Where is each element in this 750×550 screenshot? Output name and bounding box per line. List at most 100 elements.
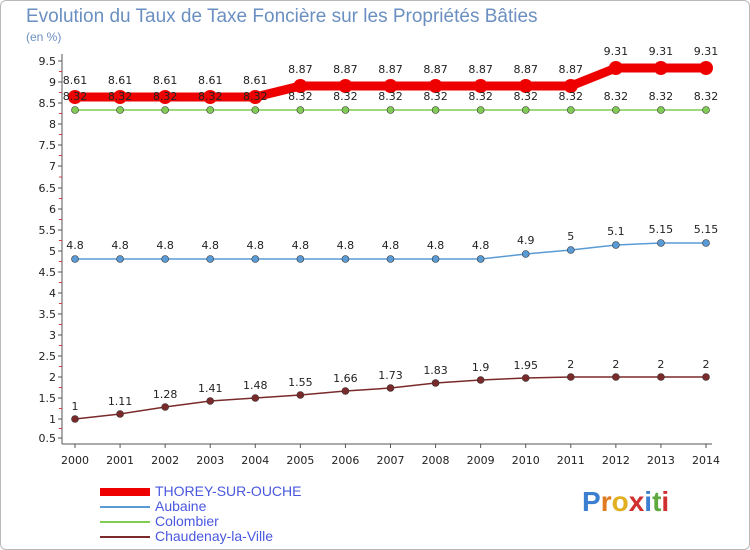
data-label: 5 (567, 230, 574, 243)
data-label: 4.8 (337, 239, 355, 252)
data-label: 8.32 (288, 90, 313, 103)
data-point (248, 90, 263, 104)
data-point (653, 61, 668, 75)
data-label: 4.8 (66, 239, 84, 252)
data-point (383, 79, 398, 93)
x-tick-label: 2007 (377, 454, 405, 467)
legend-swatch-thorey (100, 488, 150, 496)
data-point (431, 106, 440, 114)
data-label: 5.15 (694, 223, 719, 236)
x-tick-label: 2008 (422, 454, 450, 467)
data-point (699, 61, 713, 75)
logo-letter: o (611, 486, 629, 517)
data-point (476, 376, 485, 384)
data-label: 1.41 (198, 382, 223, 395)
data-label: 8.87 (559, 63, 584, 76)
data-label: 2 (612, 358, 619, 371)
x-tick-label: 2011 (557, 454, 585, 467)
y-tick-label: 8.5 (39, 97, 57, 110)
data-label: 9.31 (604, 45, 629, 58)
data-label: 4.8 (201, 239, 219, 252)
data-point (521, 106, 530, 114)
data-point (296, 391, 305, 399)
data-point (612, 106, 620, 114)
y-tick-label: 5.5 (39, 224, 57, 237)
data-point (386, 106, 395, 114)
data-point (473, 79, 488, 93)
data-point (431, 379, 440, 387)
data-label: 8.61 (153, 74, 178, 87)
data-point (518, 79, 533, 93)
chart-legend: THOREY-SUR-OUCHE Aubaine Colombier Chaud… (100, 483, 400, 544)
y-tick-label: 5 (49, 245, 56, 258)
data-label: 8.32 (108, 90, 133, 103)
x-tick-label: 2006 (331, 454, 359, 467)
data-point (521, 250, 530, 258)
data-label: 8.32 (63, 90, 88, 103)
data-label: 2 (703, 358, 710, 371)
data-point (386, 255, 395, 263)
y-tick-label: 6 (49, 203, 56, 216)
data-label: 1.28 (153, 388, 178, 401)
data-label: 8.32 (423, 90, 448, 103)
legend-swatch-chaudenay (100, 536, 150, 538)
data-point (476, 106, 485, 114)
data-label: 8.32 (468, 90, 493, 103)
data-label: 8.87 (423, 63, 448, 76)
data-label: 4.8 (382, 239, 400, 252)
logo-letter: t (652, 486, 662, 517)
data-label: 1.48 (243, 379, 268, 392)
data-point (206, 106, 215, 114)
data-label: 8.87 (468, 63, 493, 76)
y-tick-label: 9.5 (39, 55, 57, 68)
data-point (386, 384, 395, 392)
legend-swatch-aubaine (100, 506, 150, 508)
data-label: 8.32 (378, 90, 403, 103)
data-point (341, 255, 350, 263)
data-label: 2 (567, 358, 574, 371)
y-tick-label: 4 (49, 287, 56, 300)
chart-value-labels: 8.61 8.61 8.61 8.61 8.61 8.87 8.87 8.87 8.87 8.87… (63, 45, 719, 413)
data-point (608, 61, 623, 75)
data-label: 8.87 (288, 63, 313, 76)
data-point (296, 106, 305, 114)
data-point (428, 79, 443, 93)
data-label: 1.55 (288, 376, 313, 389)
y-tick-label: 1 (49, 413, 56, 426)
data-point (71, 415, 79, 423)
data-label: 4.8 (156, 239, 174, 252)
chart-axes: 0.5 1 1.5 2 2.5 3 3.5 4 4.5 5 5.5 6 6.5 7 7.5 8 8.5 9 9.5 2… (39, 54, 720, 467)
data-point (293, 79, 308, 93)
y-tick-label: 2 (49, 371, 56, 384)
data-label: 8.32 (694, 90, 719, 103)
data-point (161, 403, 169, 411)
data-point (71, 255, 79, 263)
legend-label: Colombier (155, 513, 219, 529)
data-label: 8.32 (559, 90, 584, 103)
data-point (566, 373, 575, 381)
data-point (657, 373, 665, 381)
logo-letter: P (582, 486, 601, 517)
legend-label: Chaudenay-la-Ville (155, 528, 274, 544)
data-point (116, 106, 124, 114)
data-label: 8.32 (153, 90, 178, 103)
data-point (563, 79, 578, 93)
data-point (338, 79, 353, 93)
data-label: 8.32 (243, 90, 268, 103)
data-label: 4.9 (517, 234, 535, 247)
logo-letter: i (661, 486, 670, 517)
data-label: 8.32 (513, 90, 538, 103)
data-label: 8.32 (649, 90, 674, 103)
y-tick-label: 8 (49, 118, 56, 131)
data-point (161, 255, 169, 263)
x-tick-label: 2005 (286, 454, 314, 467)
data-label: 8.61 (108, 74, 133, 87)
data-label: 8.32 (198, 90, 223, 103)
data-point (702, 373, 710, 381)
data-point (657, 239, 665, 247)
logo-letter: i (644, 486, 653, 517)
data-point (206, 255, 215, 263)
data-point (657, 106, 665, 114)
data-label: 1.66 (333, 372, 358, 385)
chart-subtitle: (en %) (26, 30, 62, 44)
